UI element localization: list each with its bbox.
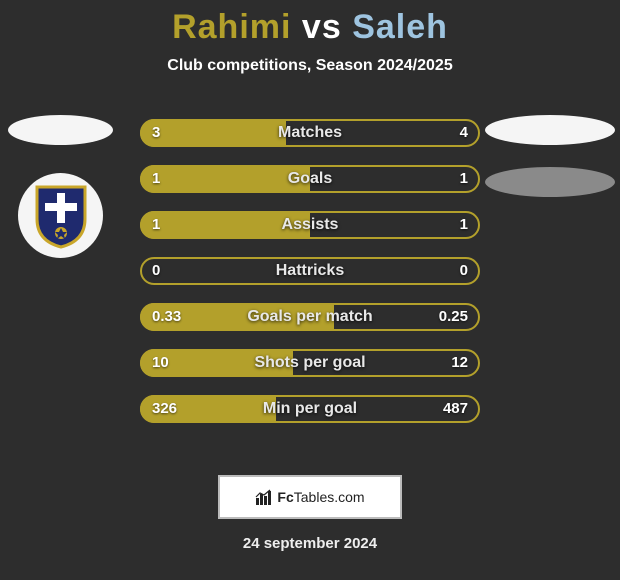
brand-text: FcTables.com (277, 489, 364, 505)
stat-row: 34Matches (140, 119, 480, 147)
stat-value-right: 4 (460, 119, 468, 147)
stat-value-left: 326 (152, 395, 177, 423)
stat-value-right: 487 (443, 395, 468, 423)
stat-value-left: 1 (152, 165, 160, 193)
stat-value-left: 0 (152, 257, 160, 285)
stat-value-right: 0 (460, 257, 468, 285)
stat-row: 00Hattricks (140, 257, 480, 285)
stat-value-right: 1 (460, 211, 468, 239)
brand-suffix: Tables.com (294, 489, 365, 505)
chart-area: 34Matches11Goals11Assists00Hattricks0.33… (0, 105, 620, 451)
club-badge (18, 173, 103, 258)
chart-icon (255, 488, 273, 506)
shield-icon (33, 183, 89, 249)
brand-box[interactable]: FcTables.com (218, 475, 402, 519)
title-vs: vs (302, 8, 342, 46)
side-oval (8, 115, 113, 145)
stat-row: 1012Shots per goal (140, 349, 480, 377)
comparison-title: Rahimi vs Saleh (0, 8, 620, 47)
footer-date: 24 september 2024 (0, 535, 620, 552)
stat-row: 326487Min per goal (140, 395, 480, 423)
stat-value-left: 3 (152, 119, 160, 147)
stat-value-left: 1 (152, 211, 160, 239)
brand-prefix: Fc (277, 489, 293, 505)
stat-value-left: 0.33 (152, 303, 181, 331)
stat-track (140, 257, 480, 285)
subtitle: Club competitions, Season 2024/2025 (0, 57, 620, 75)
stat-row: 11Goals (140, 165, 480, 193)
stat-fill-left (140, 165, 310, 193)
stat-fill-left (140, 119, 286, 147)
side-oval (485, 167, 615, 197)
stat-fill-left (140, 211, 310, 239)
stat-row: 11Assists (140, 211, 480, 239)
title-player2: Saleh (352, 8, 448, 46)
stat-value-right: 1 (460, 165, 468, 193)
side-oval (485, 115, 615, 145)
title-player1: Rahimi (172, 8, 291, 46)
stat-row: 0.330.25Goals per match (140, 303, 480, 331)
stat-value-right: 0.25 (439, 303, 468, 331)
stat-value-right: 12 (451, 349, 468, 377)
stat-value-left: 10 (152, 349, 169, 377)
